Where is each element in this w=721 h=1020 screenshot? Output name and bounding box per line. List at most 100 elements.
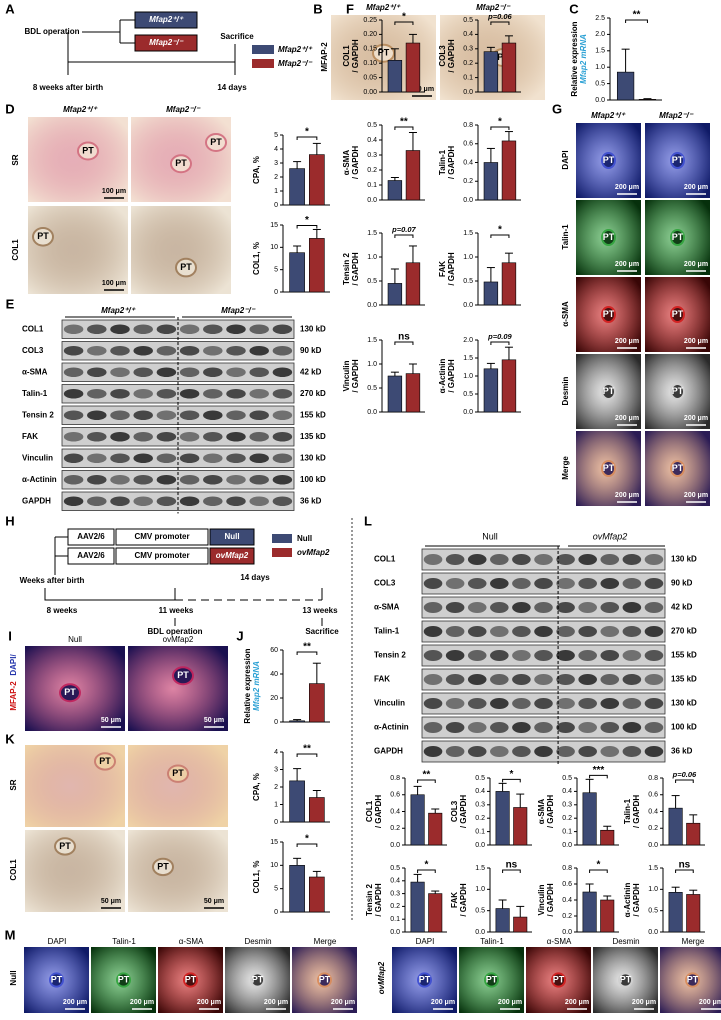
tick-label: 0.3 bbox=[562, 802, 572, 809]
vessel bbox=[250, 972, 265, 988]
sig-bracket bbox=[394, 126, 414, 130]
blot-band bbox=[423, 674, 443, 685]
sig-bracket bbox=[490, 21, 510, 25]
significance: * bbox=[509, 769, 513, 780]
tick-label: 0.6 bbox=[562, 881, 572, 888]
tick-label: 5 bbox=[274, 132, 278, 139]
bar bbox=[405, 150, 421, 201]
blot-band bbox=[534, 722, 553, 733]
label: Mfap2⁺/⁺ bbox=[591, 111, 626, 120]
panel-letter: H bbox=[5, 513, 14, 528]
box bbox=[134, 11, 198, 29]
blot-band bbox=[156, 388, 177, 399]
blot-band bbox=[490, 626, 509, 637]
vessel bbox=[172, 666, 194, 686]
scale-label: 200 μm bbox=[632, 999, 656, 1006]
vessel bbox=[670, 383, 685, 400]
blot-band bbox=[272, 474, 293, 485]
tick-label: 0.0 bbox=[463, 409, 473, 416]
tick-label: 0.2 bbox=[562, 913, 572, 920]
sig-bracket bbox=[394, 234, 414, 238]
pt-label: PT bbox=[210, 137, 222, 147]
tick-label: 0.2 bbox=[463, 60, 473, 67]
bar bbox=[387, 60, 403, 93]
blot-band bbox=[272, 431, 293, 442]
blot-band bbox=[179, 474, 200, 485]
vessel bbox=[484, 972, 499, 988]
protein-label: Talin-1 bbox=[22, 389, 48, 398]
legend-swatch bbox=[252, 45, 274, 54]
tick-label: 0.4 bbox=[475, 788, 485, 795]
bar bbox=[501, 359, 517, 413]
blot-band bbox=[534, 698, 553, 709]
blot-band bbox=[249, 453, 269, 464]
bar bbox=[501, 42, 517, 93]
axis-label: Talin-1 bbox=[623, 798, 632, 824]
blot-band bbox=[179, 345, 200, 356]
blot-band bbox=[600, 674, 620, 685]
blot-band bbox=[445, 602, 465, 613]
blot-band bbox=[272, 367, 293, 378]
blot-band bbox=[445, 578, 465, 589]
scale-label: 200 μm bbox=[498, 999, 522, 1006]
size-label: 135 kD bbox=[300, 432, 326, 441]
blot-band bbox=[445, 722, 465, 733]
tick-label: 0.05 bbox=[363, 74, 377, 81]
axis-label: COL1, % bbox=[252, 861, 261, 894]
label: Null bbox=[482, 531, 498, 541]
axis-label: / GAPDH bbox=[447, 146, 456, 180]
significance: ** bbox=[303, 744, 311, 755]
blot-band bbox=[534, 650, 553, 661]
blot-band bbox=[490, 650, 509, 661]
protein-label: Tensin 2 bbox=[374, 651, 406, 660]
blot-band bbox=[133, 496, 153, 507]
label: Mfap2⁺/⁺ bbox=[63, 105, 98, 114]
label: α-SMA bbox=[547, 937, 572, 946]
legend-label: Mfap2⁺/⁺ bbox=[278, 45, 313, 54]
pt-label: PT bbox=[82, 145, 94, 155]
label: 14 days bbox=[240, 573, 270, 582]
tick-label: 0.20 bbox=[363, 31, 377, 38]
blot-band bbox=[423, 722, 443, 733]
micrograph bbox=[28, 206, 128, 294]
vessel bbox=[670, 460, 685, 477]
blot-band bbox=[467, 554, 487, 565]
tick-label: 0.4 bbox=[367, 137, 377, 144]
size-label: 270 kD bbox=[671, 627, 697, 636]
blot-band bbox=[272, 453, 293, 464]
bar bbox=[686, 822, 701, 846]
size-label: 130 kD bbox=[671, 699, 697, 708]
significance: * bbox=[498, 225, 502, 236]
tick-label: 0.00 bbox=[363, 89, 377, 96]
blot-band bbox=[110, 474, 130, 485]
tick-label: 10 bbox=[270, 862, 278, 869]
blot-band bbox=[110, 453, 130, 464]
tick-label: 1 bbox=[274, 801, 278, 808]
tick-label: 0.3 bbox=[463, 46, 473, 53]
bar bbox=[600, 829, 615, 846]
scale-label: 200 μm bbox=[699, 999, 721, 1006]
blot-band bbox=[63, 431, 84, 442]
blot-band bbox=[156, 367, 177, 378]
significance: * bbox=[305, 215, 309, 226]
sig-bracket bbox=[417, 869, 436, 873]
vessel bbox=[59, 683, 81, 703]
panel-letter: A bbox=[5, 1, 15, 16]
significance: * bbox=[424, 860, 428, 871]
box bbox=[115, 547, 209, 565]
protein-label: COL3 bbox=[22, 346, 44, 355]
label: DAPI bbox=[561, 150, 570, 169]
tick-label: 2.0 bbox=[595, 31, 605, 38]
panel-letter: G bbox=[552, 101, 562, 116]
axis-label: / GAPDH bbox=[546, 795, 555, 829]
size-label: 36 kD bbox=[671, 747, 693, 756]
size-label: 100 kD bbox=[300, 475, 326, 484]
tick-label: 0.25 bbox=[363, 17, 377, 24]
blot-band bbox=[203, 410, 223, 421]
axis-label: α-SMA bbox=[342, 150, 351, 176]
blot-band bbox=[622, 578, 642, 589]
blot-band bbox=[156, 453, 177, 464]
tick-label: 0.2 bbox=[390, 825, 400, 832]
bar bbox=[428, 812, 443, 846]
tick-label: 0.4 bbox=[390, 878, 400, 885]
